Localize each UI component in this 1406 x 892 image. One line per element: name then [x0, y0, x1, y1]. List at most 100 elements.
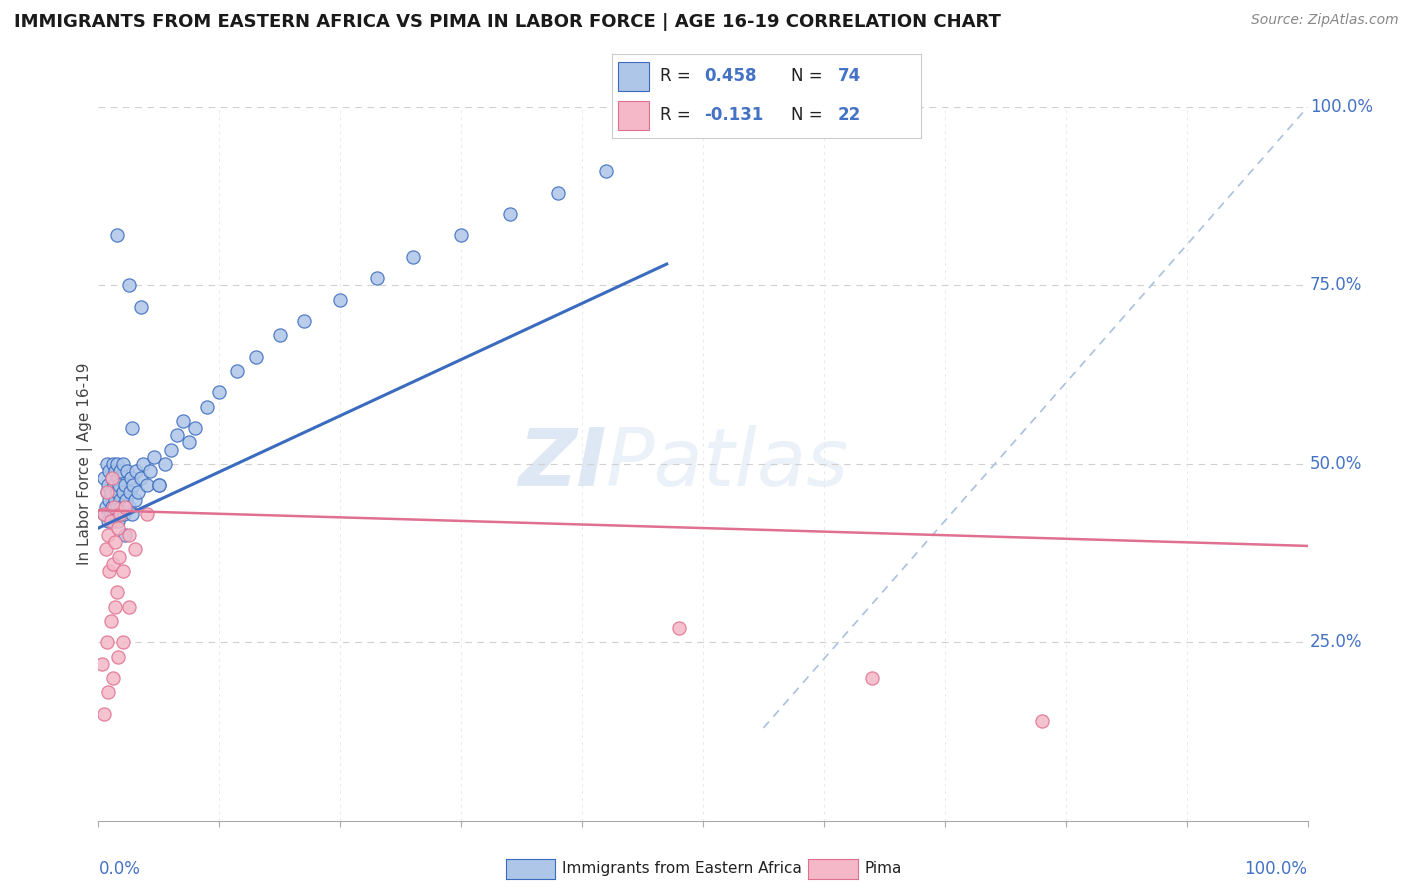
FancyBboxPatch shape: [617, 101, 648, 130]
Point: [143, 450, 166, 464]
Point: [111, 564, 134, 578]
Point: [329, 293, 352, 307]
Point: [450, 228, 472, 243]
Point: [94, 542, 117, 557]
Point: [107, 521, 129, 535]
Point: [101, 557, 124, 571]
Text: Source: ZipAtlas.com: Source: ZipAtlas.com: [1251, 13, 1399, 28]
Text: R =: R =: [659, 106, 696, 124]
Point: [129, 300, 152, 314]
Point: [1031, 714, 1053, 728]
Point: [111, 457, 134, 471]
Point: [97, 685, 120, 699]
Point: [118, 485, 141, 500]
Point: [100, 471, 122, 485]
Point: [402, 250, 425, 264]
Point: [100, 471, 122, 485]
Text: 0.458: 0.458: [704, 68, 756, 86]
Point: [105, 457, 128, 471]
Point: [100, 514, 122, 528]
Point: [124, 542, 146, 557]
Point: [498, 207, 520, 221]
Point: [91, 657, 114, 671]
Point: [105, 500, 128, 514]
Text: N =: N =: [792, 106, 828, 124]
Point: [101, 671, 124, 685]
Point: [114, 528, 136, 542]
Point: [184, 421, 207, 435]
Point: [97, 478, 120, 492]
Point: [148, 478, 170, 492]
Point: [107, 514, 129, 528]
Point: [111, 485, 134, 500]
Point: [118, 278, 141, 293]
Point: [124, 492, 146, 507]
Text: 0.0%: 0.0%: [98, 860, 141, 878]
Text: 22: 22: [838, 106, 860, 124]
Point: [104, 492, 127, 507]
Point: [166, 428, 188, 442]
Point: [100, 614, 122, 628]
FancyBboxPatch shape: [617, 62, 648, 91]
Text: R =: R =: [659, 68, 696, 86]
Point: [114, 500, 136, 514]
Text: 25.0%: 25.0%: [1310, 633, 1362, 651]
Point: [122, 478, 145, 492]
Point: [108, 492, 131, 507]
Point: [114, 478, 136, 492]
Point: [226, 364, 249, 378]
Point: [93, 471, 115, 485]
Point: [100, 507, 122, 521]
Point: [177, 435, 201, 450]
Point: [118, 599, 141, 614]
Point: [96, 635, 118, 649]
Point: [132, 457, 155, 471]
Point: [121, 507, 143, 521]
Point: [245, 350, 267, 364]
Point: [97, 528, 120, 542]
Y-axis label: In Labor Force | Age 16-19: In Labor Force | Age 16-19: [77, 362, 93, 566]
Point: [105, 228, 128, 243]
Point: [118, 528, 141, 542]
Point: [125, 464, 148, 478]
Point: [108, 464, 131, 478]
Point: [366, 271, 388, 285]
Point: [135, 507, 157, 521]
Point: [101, 457, 124, 471]
Point: [93, 507, 115, 521]
Point: [96, 485, 118, 500]
Point: [98, 464, 121, 478]
Point: [595, 164, 617, 178]
Point: [208, 385, 231, 400]
Text: Immigrants from Eastern Africa: Immigrants from Eastern Africa: [562, 862, 803, 876]
Point: [129, 471, 152, 485]
Point: [269, 328, 291, 343]
Point: [98, 564, 121, 578]
Point: [195, 400, 218, 414]
Point: [100, 485, 122, 500]
Point: [111, 635, 134, 649]
Point: [104, 599, 127, 614]
Point: [127, 485, 149, 500]
Text: 50.0%: 50.0%: [1310, 455, 1362, 473]
Text: Pima: Pima: [865, 862, 903, 876]
Text: IMMIGRANTS FROM EASTERN AFRICA VS PIMA IN LABOR FORCE | AGE 16-19 CORRELATION CH: IMMIGRANTS FROM EASTERN AFRICA VS PIMA I…: [14, 13, 1001, 31]
Point: [97, 514, 120, 528]
Point: [108, 507, 131, 521]
Point: [104, 535, 127, 549]
Text: 74: 74: [838, 68, 860, 86]
Point: [118, 500, 141, 514]
Text: ZI: ZI: [517, 425, 606, 503]
Point: [107, 471, 129, 485]
Point: [103, 500, 125, 514]
Point: [94, 500, 117, 514]
Point: [93, 507, 115, 521]
Point: [120, 471, 142, 485]
Text: 100.0%: 100.0%: [1244, 860, 1308, 878]
Point: [100, 500, 122, 514]
Point: [547, 186, 569, 200]
Point: [103, 507, 125, 521]
Point: [668, 621, 690, 635]
Point: [101, 514, 124, 528]
Point: [96, 485, 118, 500]
